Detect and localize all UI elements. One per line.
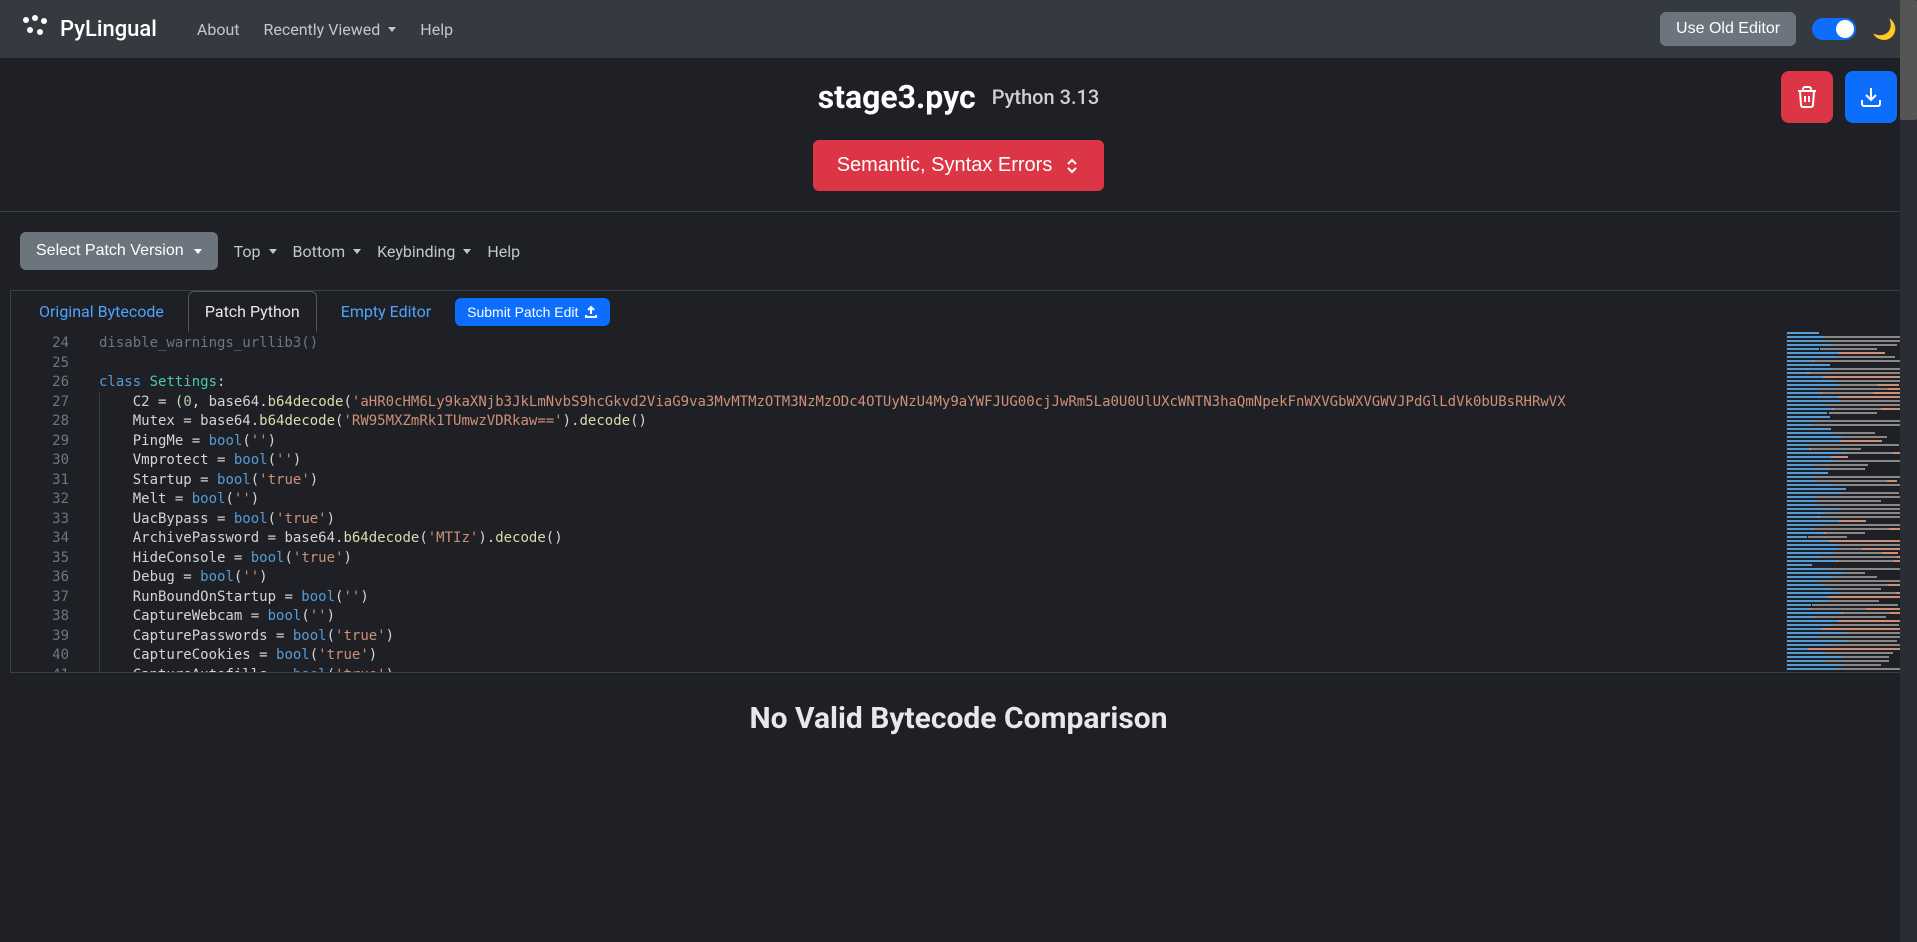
file-title: stage3.pyc [818,78,976,116]
toolbar-help[interactable]: Help [487,242,520,261]
patch-version-dropdown[interactable]: Select Patch Version [20,232,218,270]
nav-links: About Recently Viewed Help [197,20,453,39]
editor-toolbar: Select Patch Version Top Bottom Keybindi… [0,212,1917,270]
trash-icon [1795,85,1819,109]
theme-toggle[interactable] [1812,18,1856,40]
delete-button[interactable] [1781,71,1833,123]
navbar: PyLingual About Recently Viewed Help Use… [0,0,1917,58]
minimap[interactable] [1786,332,1906,672]
download-button[interactable] [1845,71,1897,123]
page-scrollbar[interactable] [1900,0,1917,942]
minimap-content [1787,332,1906,672]
nav-recent[interactable]: Recently Viewed [264,20,397,39]
nav-help[interactable]: Help [420,20,453,39]
scrollbar-thumb[interactable] [1900,0,1917,120]
tab-patch-python[interactable]: Patch Python [188,291,317,332]
submit-patch-button[interactable]: Submit Patch Edit [455,298,610,326]
top-menu[interactable]: Top [234,242,277,261]
error-status-label: Semantic, Syntax Errors [837,154,1053,177]
brand[interactable]: PyLingual [20,14,157,44]
python-version: Python 3.13 [992,85,1100,109]
editor-tabs: Original Bytecode Patch Python Empty Edi… [11,291,1906,332]
line-gutter: 242526272829303132333435363738394041 [11,332,87,672]
error-status-button[interactable]: Semantic, Syntax Errors [813,140,1105,191]
bottom-menu[interactable]: Bottom [293,242,362,261]
nav-about[interactable]: About [197,20,240,39]
header-section: stage3.pyc Python 3.13 Semantic, Syntax … [0,58,1917,212]
no-comparison-message: No Valid Bytecode Comparison [0,701,1917,736]
old-editor-button[interactable]: Use Old Editor [1660,12,1796,46]
tab-empty-editor[interactable]: Empty Editor [325,292,447,331]
title-row: stage3.pyc Python 3.13 [20,78,1897,116]
nav-right: Use Old Editor 🌙 [1660,12,1897,46]
tab-original-bytecode[interactable]: Original Bytecode [23,292,180,331]
moon-icon: 🌙 [1872,17,1897,41]
brand-logo-icon [20,14,50,44]
keybinding-menu[interactable]: Keybinding [377,242,471,261]
upload-icon [584,305,598,319]
brand-text: PyLingual [60,17,157,42]
action-buttons [1781,71,1897,123]
code-content[interactable]: disable_warnings_urllib3() class Setting… [87,332,1786,672]
code-editor[interactable]: 242526272829303132333435363738394041 dis… [11,332,1906,672]
submit-patch-label: Submit Patch Edit [467,304,578,320]
download-icon [1859,85,1883,109]
chevron-updown-icon [1064,158,1080,174]
editor-container: Original Bytecode Patch Python Empty Edi… [10,290,1907,673]
